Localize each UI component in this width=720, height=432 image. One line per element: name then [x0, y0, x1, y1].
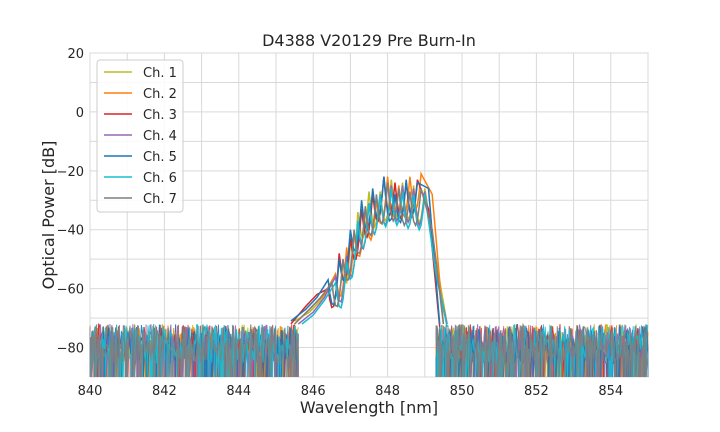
- y-axis-label: Optical Power [dB]: [39, 141, 58, 290]
- y-tick-label: −40: [57, 224, 84, 239]
- legend-entry: Ch. 7: [143, 192, 177, 207]
- x-tick-label: 842: [152, 384, 177, 399]
- y-tick-label: −20: [57, 165, 84, 180]
- x-tick-label: 848: [375, 384, 400, 399]
- legend: Ch. 1 Ch. 2 Ch. 3 Ch. 4 Ch. 5 Ch. 6 Ch. 7: [96, 59, 184, 213]
- x-axis-label: Wavelength [nm]: [300, 398, 438, 417]
- noise-trace: [89, 324, 299, 378]
- x-tick-label: 850: [450, 384, 475, 399]
- x-tick-label: 846: [301, 384, 326, 399]
- legend-entry: Ch. 1: [143, 66, 177, 81]
- noise-trace: [435, 322, 649, 378]
- x-tick-label: 854: [598, 384, 623, 399]
- legend-entry: Ch. 2: [143, 87, 177, 102]
- chart-title: D4388 V20129 Pre Burn-In: [262, 31, 476, 50]
- y-tick-label: 0: [76, 106, 84, 121]
- series-line: [294, 182, 445, 325]
- series-lines: [290, 171, 448, 328]
- y-tick-label: −80: [57, 342, 84, 357]
- x-tick-labels: 840 842 844 846 848 850 852 854: [78, 384, 624, 399]
- y-tick-label: 20: [67, 47, 84, 62]
- x-tick-label: 852: [524, 384, 549, 399]
- noise-trace: [89, 323, 299, 378]
- series-line: [301, 188, 448, 328]
- noise-floor: [89, 322, 649, 378]
- x-tick-label: 840: [78, 384, 103, 399]
- legend-entry: Ch. 5: [143, 150, 177, 165]
- x-tick-label: 844: [226, 384, 251, 399]
- legend-entry: Ch. 3: [143, 108, 177, 123]
- y-tick-label: −60: [57, 283, 84, 298]
- legend-box: [96, 59, 184, 213]
- y-tick-labels: 20 0 −20 −40 −60 −80: [57, 47, 84, 357]
- legend-entry: Ch. 6: [143, 171, 177, 186]
- legend-entry: Ch. 4: [143, 129, 177, 144]
